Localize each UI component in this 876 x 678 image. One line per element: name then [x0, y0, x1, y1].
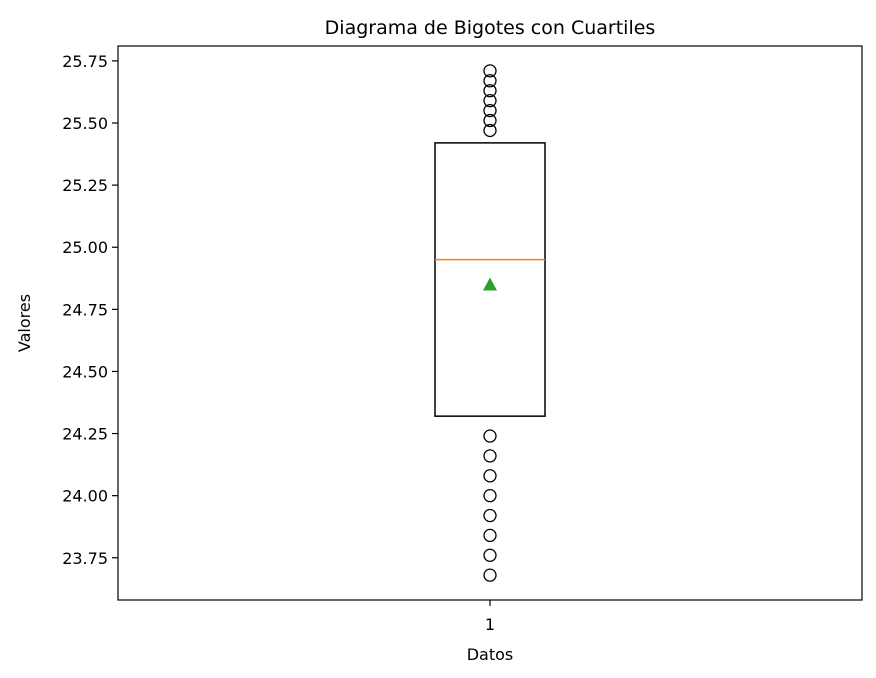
chart-title: Diagrama de Bigotes con Cuartiles: [325, 17, 656, 39]
outlier-point-0: [483, 64, 497, 78]
y-tick-label: 25.25: [62, 176, 108, 195]
axes-frame: [117, 45, 863, 601]
outlier-point-2: [483, 84, 497, 98]
y-tick-label: 25.00: [62, 238, 108, 257]
outlier-point-7: [483, 429, 497, 443]
y-tick-label: 24.25: [62, 425, 108, 444]
x-axis-title: Datos: [467, 645, 514, 664]
outlier-point-14: [483, 568, 497, 582]
outlier-point-1: [483, 74, 497, 88]
y-tick-label: 25.50: [62, 114, 108, 133]
y-axis-title: Valores: [15, 294, 34, 352]
outlier-point-12: [483, 528, 497, 543]
y-tick-label: 24.75: [62, 300, 108, 319]
outlier-point-8: [483, 449, 497, 463]
y-tick-label: 23.75: [62, 549, 108, 568]
outlier-point-9: [483, 469, 497, 483]
y-tick-label: 24.00: [62, 487, 108, 506]
x-tick-label: 1: [485, 615, 495, 634]
outlier-point-4: [483, 103, 497, 118]
box-q1-q3: [434, 142, 546, 417]
outlier-point-6: [483, 123, 497, 138]
y-tick-label: 24.50: [62, 362, 108, 381]
outlier-point-3: [483, 94, 497, 108]
plot-area: 23.75 24.00 24.25 24.50 24.75 25.00 25.25 25.50…: [62, 45, 863, 634]
mean-marker: [483, 277, 497, 291]
outlier-point-13: [483, 548, 497, 562]
outlier-point-10: [483, 489, 497, 503]
outlier-point-5: [483, 113, 497, 128]
y-tick-label: 25.75: [62, 52, 108, 71]
outlier-point-11: [483, 508, 497, 523]
